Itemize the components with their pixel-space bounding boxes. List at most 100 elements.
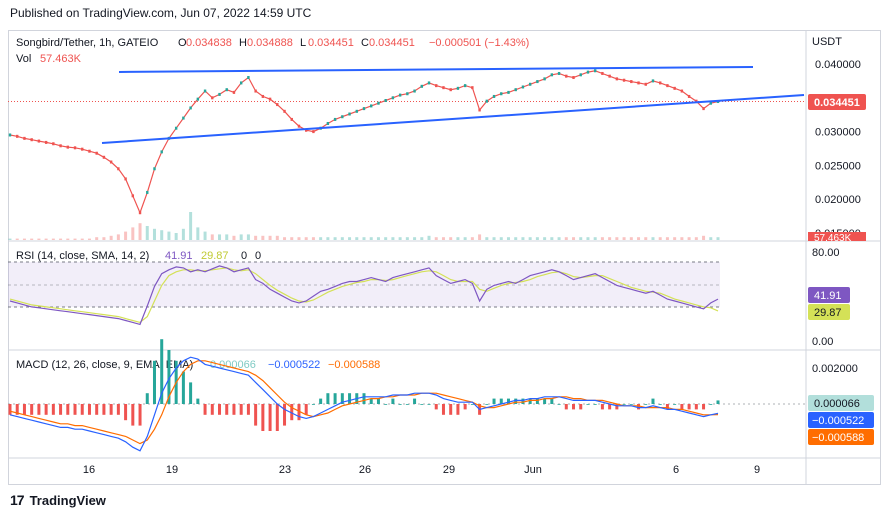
- volume-bar: [59, 238, 63, 240]
- macd-hist-bar: [15, 404, 19, 415]
- macd-hist-bar: [608, 404, 612, 410]
- price-tick-label: 0.030000: [815, 127, 861, 139]
- macd-hist-bar: [254, 404, 258, 426]
- price-candle: [471, 86, 474, 90]
- volume-bar: [30, 238, 34, 240]
- volume-bar: [174, 233, 178, 240]
- price-candle: [666, 84, 669, 88]
- macd-hist-bar: [37, 404, 41, 415]
- price-candle: [485, 99, 489, 103]
- volume-bar: [463, 237, 467, 240]
- upper-trendline[interactable]: [118, 66, 754, 73]
- macd-hist-bar: [80, 404, 84, 415]
- price-change: −0.000501 (−1.43%): [429, 37, 529, 49]
- macd-hist-bar: [702, 404, 706, 410]
- time-tick-label: Jun: [524, 464, 542, 476]
- macd-legend[interactable]: MACD (12, 26, close, 9, EMA, EMA) 0.0000…: [16, 359, 380, 371]
- price-candle: [261, 94, 265, 98]
- price-candle: [174, 126, 178, 130]
- macd-hist-bar: [210, 404, 214, 415]
- currency-label: USDT: [812, 36, 842, 48]
- price-candle: [362, 107, 366, 111]
- volume-bar: [196, 227, 200, 240]
- macd-hist-bar: [261, 404, 265, 431]
- macd-hist-bar: [543, 398, 547, 404]
- time-tick-label: 16: [83, 464, 95, 476]
- volume-bar: [37, 238, 41, 240]
- macd-hist-bar: [196, 398, 200, 404]
- tradingview-footer[interactable]: 17 TradingView: [10, 492, 106, 508]
- time-tick-label: 6: [673, 464, 679, 476]
- volume-bar: [73, 238, 77, 240]
- volume-badge: 57.463K: [808, 232, 866, 244]
- volume-bar: [116, 234, 120, 240]
- macd-hist-bar: [384, 404, 388, 405]
- volume-bar: [102, 237, 106, 240]
- price-candle: [305, 128, 308, 132]
- volume-bar: [694, 237, 698, 240]
- macd-hist-bar: [145, 393, 149, 404]
- macd-hist-bar: [600, 404, 604, 410]
- volume-bar: [348, 237, 352, 240]
- rsi-ma-badge-text: 29.87: [814, 307, 842, 319]
- price-candle: [59, 144, 62, 148]
- volume-bar: [492, 237, 496, 240]
- volume-bar: [644, 237, 648, 240]
- price-candle: [514, 88, 517, 92]
- volume-bar: [427, 235, 431, 240]
- price-candle: [30, 138, 33, 142]
- volume-bar: [434, 237, 438, 240]
- macd-signal-value: −0.000588: [328, 359, 380, 371]
- price-tick-label: 0.020000: [815, 194, 861, 206]
- rsi-legend[interactable]: RSI (14, close, SMA, 14, 2) 41.91 29.87 …: [16, 250, 261, 262]
- price-candle: [16, 134, 19, 138]
- volume-bar: [398, 237, 402, 240]
- price-candle: [702, 107, 705, 111]
- price-candle: [673, 86, 676, 90]
- macd-hist-bar: [225, 404, 229, 415]
- volume-bar: [333, 237, 337, 240]
- volume-bar: [326, 237, 330, 240]
- time-axis[interactable]: 16 19 23 26 29 Jun 6 9: [83, 464, 760, 476]
- volume-bar: [232, 235, 236, 240]
- macd-tick: 0.002000: [812, 363, 858, 375]
- price-candle: [536, 80, 539, 84]
- ohlc-close-value: 0.034451: [369, 37, 415, 49]
- macd-hist-bar: [138, 404, 142, 426]
- volume-bar: [44, 238, 48, 240]
- macd-hist-bar: [550, 398, 554, 404]
- volume-bar: [470, 237, 474, 240]
- lower-trendline[interactable]: [101, 94, 805, 144]
- rsi-badge-text: 41.91: [814, 290, 842, 302]
- price-candle: [709, 101, 712, 105]
- macd-hist-bar: [376, 398, 380, 404]
- symbol-legend[interactable]: Songbird/Tether, 1h, GATEIO O 0.034838 H…: [16, 37, 529, 49]
- volume-bar: [246, 234, 250, 240]
- volume-bar: [51, 238, 55, 240]
- price-candle: [326, 121, 330, 125]
- price-candle: [247, 76, 250, 80]
- price-candle: [695, 99, 698, 103]
- macd-hist-bar: [528, 398, 532, 404]
- volume-bar: [109, 235, 113, 240]
- volume-bar: [80, 238, 84, 240]
- macd-badge-text: −0.000522: [812, 415, 864, 427]
- price-candle: [37, 139, 41, 143]
- macd-hist-bar: [485, 404, 489, 405]
- macd-hist-bar: [131, 404, 135, 426]
- macd-badge: −0.000522: [808, 412, 874, 428]
- macd-hist-bar: [572, 404, 576, 410]
- volume-bar: [449, 237, 453, 240]
- macd-hist-bar: [319, 398, 323, 404]
- volume-bar: [521, 237, 525, 240]
- macd-hist-bar: [535, 398, 539, 404]
- macd-hist-bar: [449, 404, 453, 415]
- price-candle: [398, 93, 402, 97]
- macd-hist-bar: [116, 404, 120, 415]
- price-candle: [507, 90, 510, 94]
- price-candle: [528, 82, 532, 86]
- price-candle: [102, 155, 106, 159]
- price-candle: [478, 108, 481, 112]
- volume-bar: [420, 237, 424, 240]
